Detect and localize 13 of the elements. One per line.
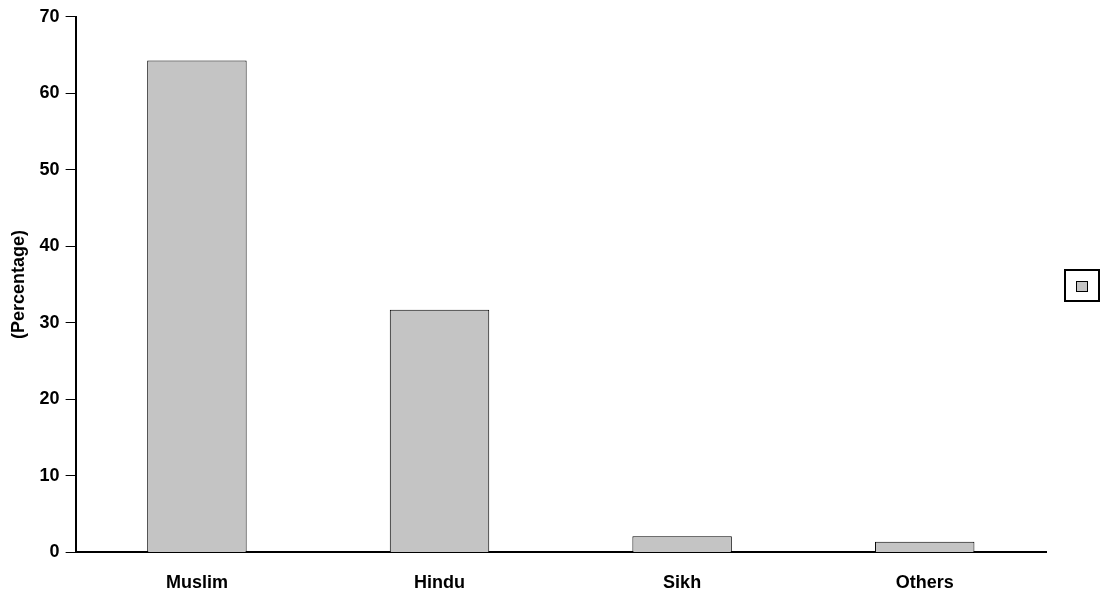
- y-tick-label: 30: [39, 311, 60, 332]
- y-tick-label: 50: [39, 158, 60, 179]
- y-tick-label: 0: [49, 541, 60, 562]
- y-tick-label: 20: [39, 388, 60, 409]
- x-tick-label: Hindu: [414, 572, 466, 593]
- x-tick-label: Others: [895, 572, 954, 593]
- y-tick-label: 40: [39, 235, 60, 256]
- y-tick-label: 70: [39, 5, 60, 26]
- y-tick-label: 10: [39, 464, 60, 485]
- y-tick-label: 60: [39, 82, 60, 103]
- y-axis-title: (Percentage): [7, 230, 28, 340]
- x-tick-label: Muslim: [165, 572, 228, 593]
- x-tick-label: Sikh: [663, 572, 702, 593]
